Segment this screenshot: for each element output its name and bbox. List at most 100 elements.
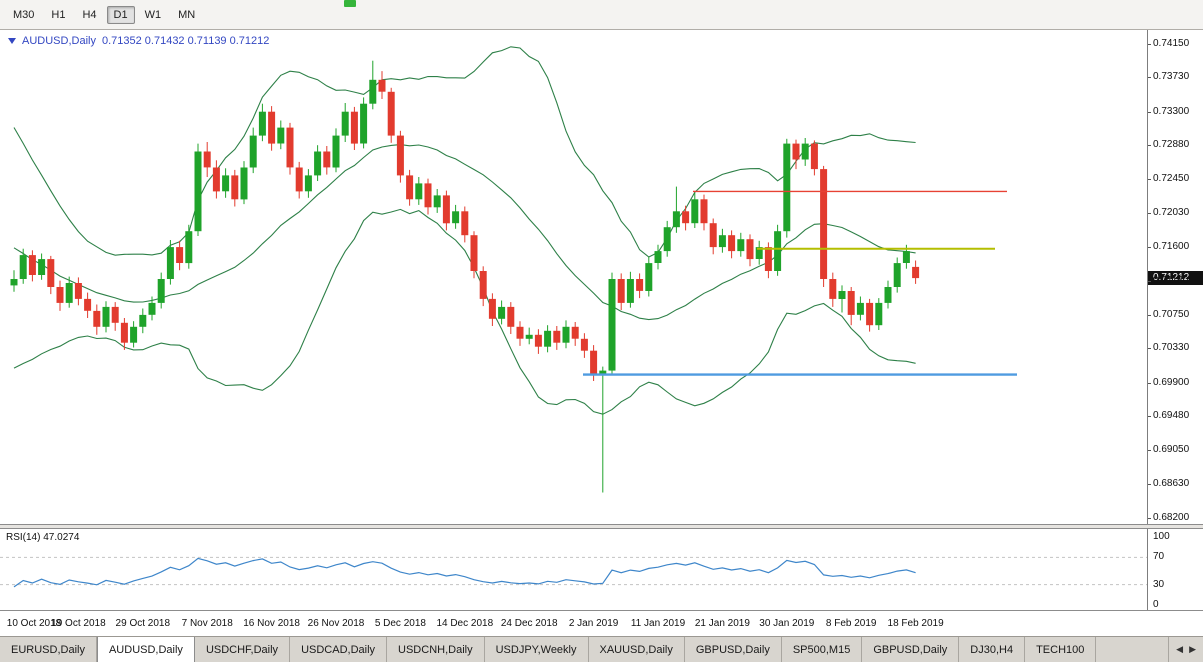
candle-body [856,302,864,315]
symbol-tab-gbpusd-daily[interactable]: GBPUSD,Daily [685,637,782,662]
candle-body [709,223,717,248]
timeframe-button-mn[interactable]: MN [178,8,196,21]
rsi-axis-label: 70 [1153,551,1165,563]
date-axis-label: 18 Feb 2019 [887,618,944,629]
candle-body [893,263,901,287]
date-axis-label: 14 Dec 2018 [436,618,494,629]
candle-body [875,302,883,326]
candle-body [580,338,588,351]
candle-body [38,259,46,275]
candle-body [323,151,331,168]
price-axis-tick [1148,314,1151,316]
candle-body [507,306,515,327]
symbol-tab-sp500-m15[interactable]: SP500,M15 [782,637,863,662]
candle-body [304,175,312,192]
chart-window: AUDUSD,Daily 0.71352 0.71432 0.71139 0.7… [0,30,1203,636]
rsi-chart-canvas[interactable] [0,529,1147,610]
candle-body [700,199,708,224]
price-axis-label: 0.70330 [1153,342,1190,354]
candle-body [360,103,368,144]
candle-body [56,287,64,303]
candle-body [599,370,607,375]
timeframe-button-h4[interactable]: H4 [82,8,97,21]
rsi-scale-axis[interactable]: 100 70 30 0 [1147,529,1203,610]
symbol-tab-dj30-h4[interactable]: DJ30,H4 [959,637,1026,662]
candle-body [461,211,469,236]
symbol-tab-eurusd-daily[interactable]: EURUSD,Daily [0,637,97,662]
price-axis-label: 0.72450 [1153,173,1190,185]
timeframe-button-d1[interactable]: D1 [106,5,135,24]
candle-body [479,271,487,299]
symbol-tab-audusd-daily[interactable]: AUDUSD,Daily [96,637,195,662]
candle-body [286,127,294,168]
symbol-tab-usdcad-daily[interactable]: USDCAD,Daily [290,637,388,662]
price-axis-tick [1148,518,1151,519]
timeframe-button-group: M30 H1 H4 D1 W1 MN [6,5,202,24]
candle-body [258,111,266,136]
price-axis-label: 0.72880 [1153,139,1190,151]
candle-body [884,287,892,303]
candle-body [442,195,450,224]
rsi-line [13,557,916,588]
timeframe-button-h1[interactable]: H1 [51,8,66,21]
symbol-tab-usdcnh-daily[interactable]: USDCNH,Daily [387,637,485,662]
timeframe-button-w1[interactable]: W1 [144,8,162,21]
candle-body [498,306,506,319]
price-axis-label: 0.70750 [1153,308,1190,320]
candle-body [636,279,644,291]
candle-body [718,235,726,248]
chart-dropdown-icon[interactable] [8,38,16,44]
symbol-tab-gbpusd-daily[interactable]: GBPUSD,Daily [862,637,960,662]
price-axis-label: 0.69900 [1153,376,1190,388]
tab-scroll-right-button[interactable]: ▶ [1189,644,1196,654]
candle-body [544,330,552,347]
symbol-tab-tech100[interactable]: TECH100 [1025,637,1097,662]
date-axis-label: 29 Oct 2018 [115,618,171,629]
price-axis-tick [1148,44,1151,45]
date-axis-label: 21 Jan 2019 [694,618,750,629]
symbol-tab-usdchf-daily[interactable]: USDCHF,Daily [195,637,291,662]
date-axis-label: 2 Jan 2019 [568,618,619,629]
price-axis-tick [1148,77,1151,79]
candle-body [571,326,579,339]
candle-body [231,175,239,200]
candle-body [19,255,27,279]
pane-splitter[interactable] [0,524,1203,529]
candle-body [626,279,634,303]
candle-body [562,326,570,343]
candle-body [166,247,174,279]
price-axis-label: 0.68200 [1153,512,1190,523]
date-axis-label: 5 Dec 2018 [374,618,426,629]
candle-body [470,235,478,271]
candle-body [378,79,386,92]
price-axis[interactable]: 0.71212 0.74150 0.73730 0.73300 0.72880 0.72… [1147,30,1203,524]
candle-body [139,314,147,327]
price-axis-tick [1148,145,1151,147]
timeframe-button-m30[interactable]: M30 [13,8,35,21]
date-axis[interactable]: 10 Oct 2018 19 Oct 2018 29 Oct 2018 7 Nov 2… [0,610,1203,636]
symbol-tab-list: EURUSD,Daily AUDUSD,Daily USDCHF,Daily USDC… [0,637,1168,662]
candle-body [516,326,524,339]
date-axis-label: 7 Nov 2018 [181,618,233,629]
price-pane: AUDUSD,Daily 0.71352 0.71432 0.71139 0.7… [0,30,1147,524]
chart-ohlc-values: 0.71352 0.71432 0.71139 0.71212 [101,35,270,47]
rsi-axis-label: 30 [1153,578,1165,590]
candle-body [838,291,846,299]
symbol-tab-xauusd-daily[interactable]: XAUUSD,Daily [589,637,685,662]
candle-body [332,135,340,168]
rsi-indicator-label: RSI(14) 47.0274 [6,532,80,543]
candle-body [65,283,73,303]
candle-body [590,350,598,375]
symbol-tab-usdjpy-weekly[interactable]: USDJPY,Weekly [485,637,589,662]
price-chart-canvas[interactable] [0,30,1147,524]
candle-body [682,211,690,224]
candle-body [396,135,404,176]
price-axis-label: 0.71600 [1153,241,1190,253]
date-axis-label: 26 Nov 2018 [307,618,365,629]
date-axis-label: 16 Nov 2018 [243,618,300,629]
tab-scroll-left-button[interactable]: ◀ [1176,644,1184,654]
price-axis-tick [1148,348,1151,350]
candle-body [424,183,432,208]
toolbar-green-icon[interactable] [344,0,356,7]
candle-body [488,298,496,319]
